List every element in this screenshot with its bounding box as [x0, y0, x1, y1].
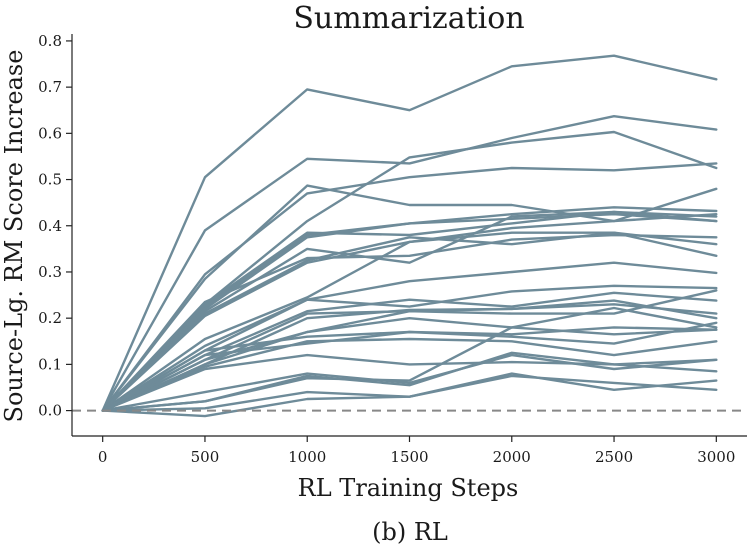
series-line-27	[101, 326, 718, 412]
y-tick-label: 0.5	[38, 171, 62, 189]
series-line-19	[101, 289, 718, 412]
x-tick-label: 3000	[697, 448, 735, 466]
series-line-23	[101, 337, 718, 412]
series-line-10	[101, 233, 718, 412]
series-line-28	[101, 372, 718, 412]
y-tick-label: 0.2	[38, 309, 62, 327]
x-axis-ticks: 0 500 1000 1500 2000 2500 3000	[98, 436, 735, 466]
y-tick-label: 0.8	[38, 32, 62, 50]
series-line-9	[101, 210, 718, 412]
series-line-13	[101, 231, 718, 412]
y-tick-label: 0.0	[38, 402, 62, 420]
x-tick-label: 1500	[390, 448, 428, 466]
x-tick-label: 2500	[595, 448, 633, 466]
x-tick-label: 0	[98, 448, 108, 466]
series-line-7	[101, 212, 718, 412]
x-tick-label: 500	[191, 448, 220, 466]
x-tick-label: 1000	[288, 448, 326, 466]
y-axis-label: Source-Lg. RM Score Increase	[0, 50, 28, 423]
series-line-2	[101, 114, 718, 412]
y-tick-label: 0.4	[38, 217, 62, 235]
x-tick-label: 2000	[493, 448, 531, 466]
y-tick-label: 0.6	[38, 124, 62, 142]
y-tick-label: 0.7	[38, 78, 62, 96]
chart-title: Summarization	[293, 1, 524, 36]
series-line-1	[101, 54, 718, 412]
series-line-3	[101, 162, 718, 412]
x-axis-label: RL Training Steps	[298, 474, 519, 502]
series-group	[101, 54, 718, 418]
series-line-20	[101, 306, 718, 412]
y-tick-label: 0.3	[38, 263, 62, 281]
y-axis-ticks: 0.0 0.1 0.2 0.3 0.4 0.5 0.6 0.7 0.8	[38, 32, 72, 420]
series-line-25	[101, 353, 718, 412]
figure-caption: (b) RL	[372, 518, 448, 546]
series-line-29	[101, 374, 718, 418]
series-line-22	[101, 321, 718, 412]
y-tick-label: 0.1	[38, 355, 62, 373]
series-line-14	[101, 261, 718, 412]
